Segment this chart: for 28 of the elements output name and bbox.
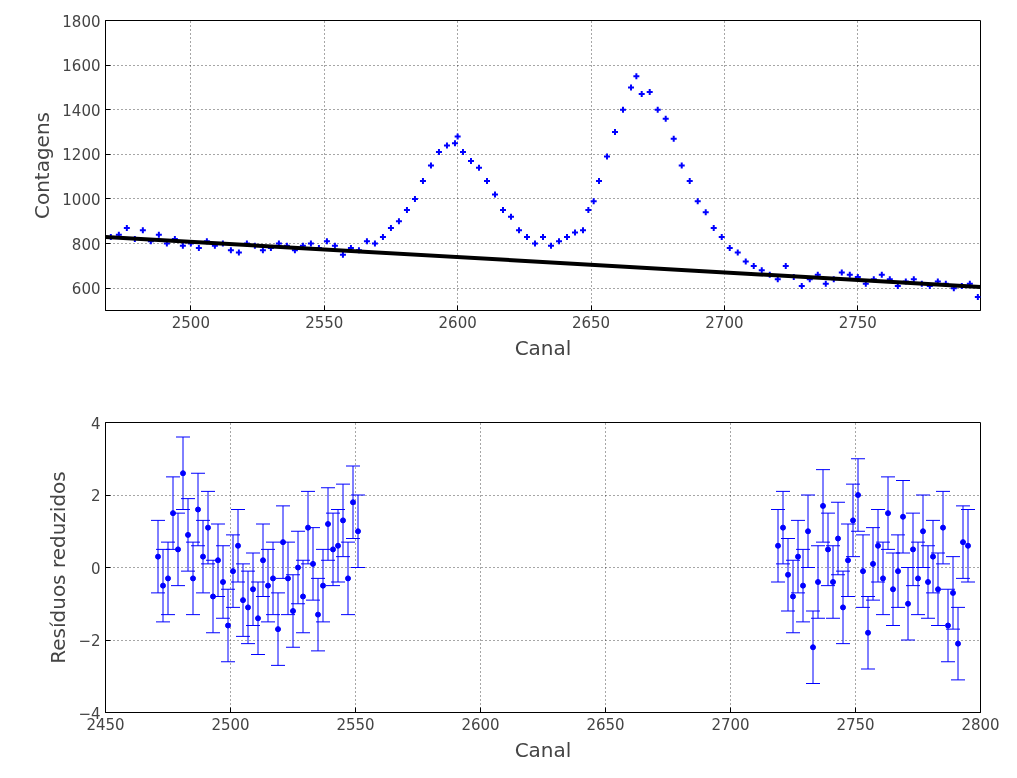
x-tick-label: 2550 — [305, 313, 344, 332]
x-tick-label: 2700 — [705, 313, 744, 332]
x-tick-label: 2650 — [571, 313, 611, 332]
x-axis-title: Canal — [514, 335, 572, 360]
x-tick-label: 2600 — [438, 313, 477, 332]
x-tick-label: 2500 — [171, 313, 210, 332]
x-tick-label: 2700 — [711, 715, 750, 734]
y-tick-label: −2 — [78, 632, 101, 650]
x-tick-label: 2500 — [211, 715, 250, 734]
y-tick-label: 1400 — [62, 101, 101, 120]
x-tick-label: 2750 — [838, 313, 877, 332]
x-tick-label: 2750 — [836, 715, 875, 734]
y-tick-label: 1200 — [62, 146, 101, 165]
y-tick-label: 1800 — [62, 12, 101, 31]
y-axis-title: Resíduos reduzidos — [46, 471, 71, 664]
y-tick-label: 600 — [71, 280, 101, 299]
y-tick-label: 1000 — [62, 190, 101, 209]
y-tick-label: 2 — [90, 487, 101, 505]
x-tick-label: 2600 — [461, 715, 500, 734]
x-tick-label: 2650 — [586, 715, 625, 734]
y-tick-label: 800 — [71, 235, 101, 254]
x-axis-title: Canal — [514, 737, 572, 762]
x-tick-label: 2800 — [961, 715, 1000, 734]
y-tick-label: 4 — [90, 414, 101, 433]
y-tick-label: 1600 — [62, 57, 101, 76]
x-tick-label: 2550 — [336, 715, 375, 734]
y-tick-label: 0 — [90, 559, 101, 578]
y-axis-title: Contagens — [30, 111, 55, 220]
